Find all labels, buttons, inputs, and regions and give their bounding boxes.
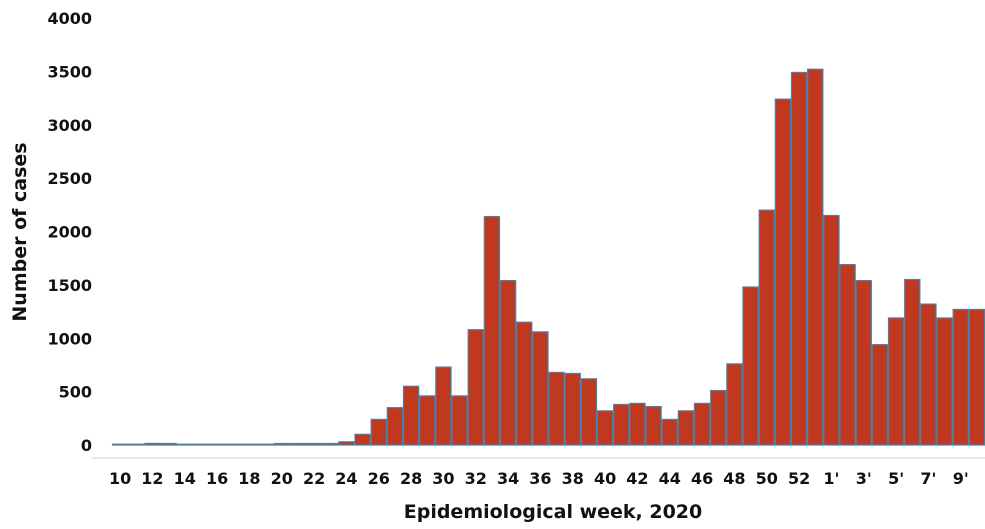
- y-tick-label: 3500: [47, 62, 92, 81]
- x-tick-labels: 10 12 14 16 18 20 22 24 26 28 30 32 34 36 38 40 42 44 46 48…: [109, 469, 969, 488]
- bar-week-1': [823, 214, 840, 446]
- bar-week-17: [225, 443, 242, 446]
- bar-week-51: [774, 98, 792, 446]
- y-tick-label: 2000: [47, 223, 92, 242]
- bar-week-42: [629, 402, 646, 446]
- x-tick-label: 42: [626, 469, 648, 488]
- x-tick-label: 26: [368, 469, 390, 488]
- bar-week-21: [289, 442, 307, 446]
- bar-week-27: [386, 407, 404, 446]
- bars-group: [111, 68, 985, 446]
- bar-week-23: [322, 442, 339, 446]
- bar-week-50: [758, 209, 775, 446]
- x-tick-label: 3': [856, 469, 872, 488]
- bar-week-29: [419, 395, 436, 446]
- bar-week-15: [192, 443, 210, 446]
- bar-week-52: [790, 71, 808, 446]
- y-tick-label: 0: [81, 436, 92, 455]
- bar-week-13: [160, 442, 177, 446]
- bar-week-41: [613, 403, 630, 446]
- bar-week-26: [370, 418, 387, 446]
- bar-week-46: [693, 402, 711, 446]
- y-tick-label: 3000: [47, 116, 92, 135]
- x-tick-label: 44: [659, 469, 681, 488]
- bar-week-2': [839, 263, 856, 446]
- bar-week-32: [467, 329, 484, 446]
- x-tick-label: 32: [465, 469, 487, 488]
- bar-week-14: [176, 443, 193, 446]
- bar-week-40: [596, 410, 614, 446]
- x-tick-label: 1': [823, 469, 839, 488]
- bar-week-3': [855, 280, 872, 446]
- bar-week-36: [532, 331, 549, 446]
- bar-week-49: [742, 286, 759, 446]
- x-tick-label: 16: [206, 469, 228, 488]
- bar-week-24: [338, 441, 355, 446]
- bar-week-25: [354, 433, 371, 446]
- bar-week-10: [111, 443, 129, 446]
- bar-week-10': [968, 308, 985, 446]
- x-tick-label: 40: [594, 469, 616, 488]
- bar-week-6': [904, 278, 921, 446]
- x-tick-label: 36: [529, 469, 551, 488]
- bar-week-11: [128, 443, 145, 446]
- bar-week-39: [580, 378, 598, 446]
- x-tick-label: 18: [238, 469, 260, 488]
- bar-week-47: [710, 389, 727, 446]
- bar-week-34: [499, 280, 517, 446]
- bar-week-16: [208, 443, 226, 446]
- bar-week-48: [726, 363, 743, 446]
- x-axis-title: Epidemiological week, 2020: [404, 501, 703, 523]
- x-tick-label: 34: [497, 469, 519, 488]
- x-tick-label: 48: [723, 469, 745, 488]
- bar-week-44: [661, 418, 678, 446]
- bar-week-28: [402, 385, 420, 446]
- y-tick-label: 1500: [47, 276, 92, 295]
- bar-week-4': [871, 344, 889, 446]
- y-tick-label: 1000: [47, 329, 92, 348]
- bar-week-7': [920, 303, 937, 446]
- x-tick-label: 46: [691, 469, 713, 488]
- x-tick-label: 50: [756, 469, 778, 488]
- bar-week-35: [516, 321, 533, 446]
- x-tick-label: 12: [141, 469, 163, 488]
- bar-week-8': [936, 317, 953, 446]
- bar-week-45: [677, 410, 695, 446]
- y-tick-labels: 0 500 1000 1500 2000 2500 3000 3500 4000: [47, 9, 92, 455]
- bar-week-43: [645, 405, 662, 446]
- x-tick-label: 38: [562, 469, 584, 488]
- x-tick-label: 10: [109, 469, 131, 488]
- bar-week-22: [305, 442, 323, 446]
- x-tick-label: 22: [303, 469, 325, 488]
- bar-week-37: [548, 371, 565, 446]
- x-tick-label: 20: [271, 469, 293, 488]
- y-tick-label: 2500: [47, 169, 92, 188]
- x-tick-label: 30: [432, 469, 454, 488]
- bar-week-19: [257, 443, 274, 446]
- bar-week-30: [435, 366, 452, 446]
- x-tick-label: 28: [400, 469, 422, 488]
- x-tick-label: 24: [335, 469, 357, 488]
- bar-week-38: [564, 372, 581, 446]
- y-tick-label: 500: [59, 383, 92, 402]
- bar-week-53: [807, 68, 824, 446]
- x-tick-label: 52: [788, 469, 810, 488]
- bar-week-31: [451, 395, 468, 446]
- y-axis-title: Number of cases: [9, 142, 31, 321]
- x-tick-label: 9': [953, 469, 969, 488]
- bar-week-33: [483, 215, 501, 446]
- y-tick-label: 4000: [47, 9, 92, 28]
- x-tick-label: 14: [174, 469, 196, 488]
- bar-week-18: [241, 443, 258, 446]
- x-tick-label: 7': [920, 469, 936, 488]
- bar-week-12: [144, 442, 161, 446]
- x-tick-label: 5': [888, 469, 904, 488]
- bar-week-20: [273, 442, 290, 446]
- bar-week-5': [887, 317, 905, 446]
- bar-week-9': [952, 308, 969, 446]
